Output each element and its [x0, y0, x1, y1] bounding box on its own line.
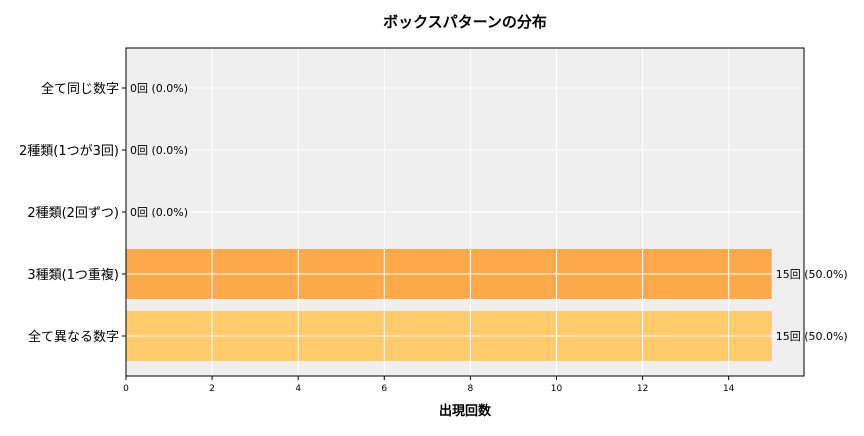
x-tick-label: 10	[551, 384, 563, 394]
x-tick-label: 4	[295, 384, 301, 394]
x-tick-label: 0	[123, 384, 129, 394]
data-label: 0回 (0.0%)	[130, 144, 188, 157]
chart-title: ボックスパターンの分布	[383, 13, 547, 31]
x-tick-label: 12	[637, 384, 648, 394]
x-tick-label: 14	[723, 384, 735, 394]
y-tick-label: 3種類(1つ重複)	[27, 267, 119, 283]
y-tick-label: 2種類(1つが3回)	[19, 143, 119, 159]
data-label: 0回 (0.0%)	[130, 206, 188, 219]
x-tick-label: 8	[468, 384, 474, 394]
data-label: 0回 (0.0%)	[130, 82, 188, 95]
y-tick-label: 全て同じ数字	[41, 81, 119, 97]
x-tick-label: 6	[381, 384, 387, 394]
y-tick-label: 2種類(2回ずつ)	[27, 205, 119, 221]
x-axis-label: 出現回数	[439, 403, 492, 419]
data-label: 15回 (50.0%)	[776, 330, 848, 343]
data-label: 15回 (50.0%)	[776, 268, 848, 281]
y-tick-label: 全て異なる数字	[28, 329, 119, 345]
x-tick-label: 2	[209, 384, 215, 394]
